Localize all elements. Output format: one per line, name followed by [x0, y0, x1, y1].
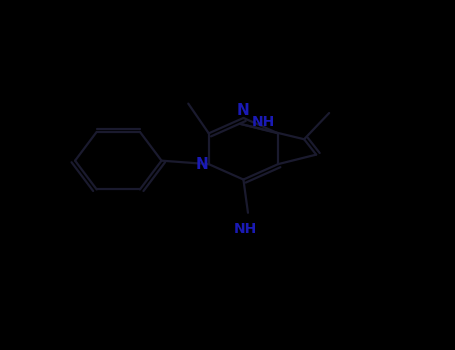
Text: N: N: [237, 103, 250, 118]
Text: NH: NH: [252, 115, 275, 129]
Text: N: N: [196, 157, 209, 172]
Text: NH: NH: [234, 222, 258, 236]
